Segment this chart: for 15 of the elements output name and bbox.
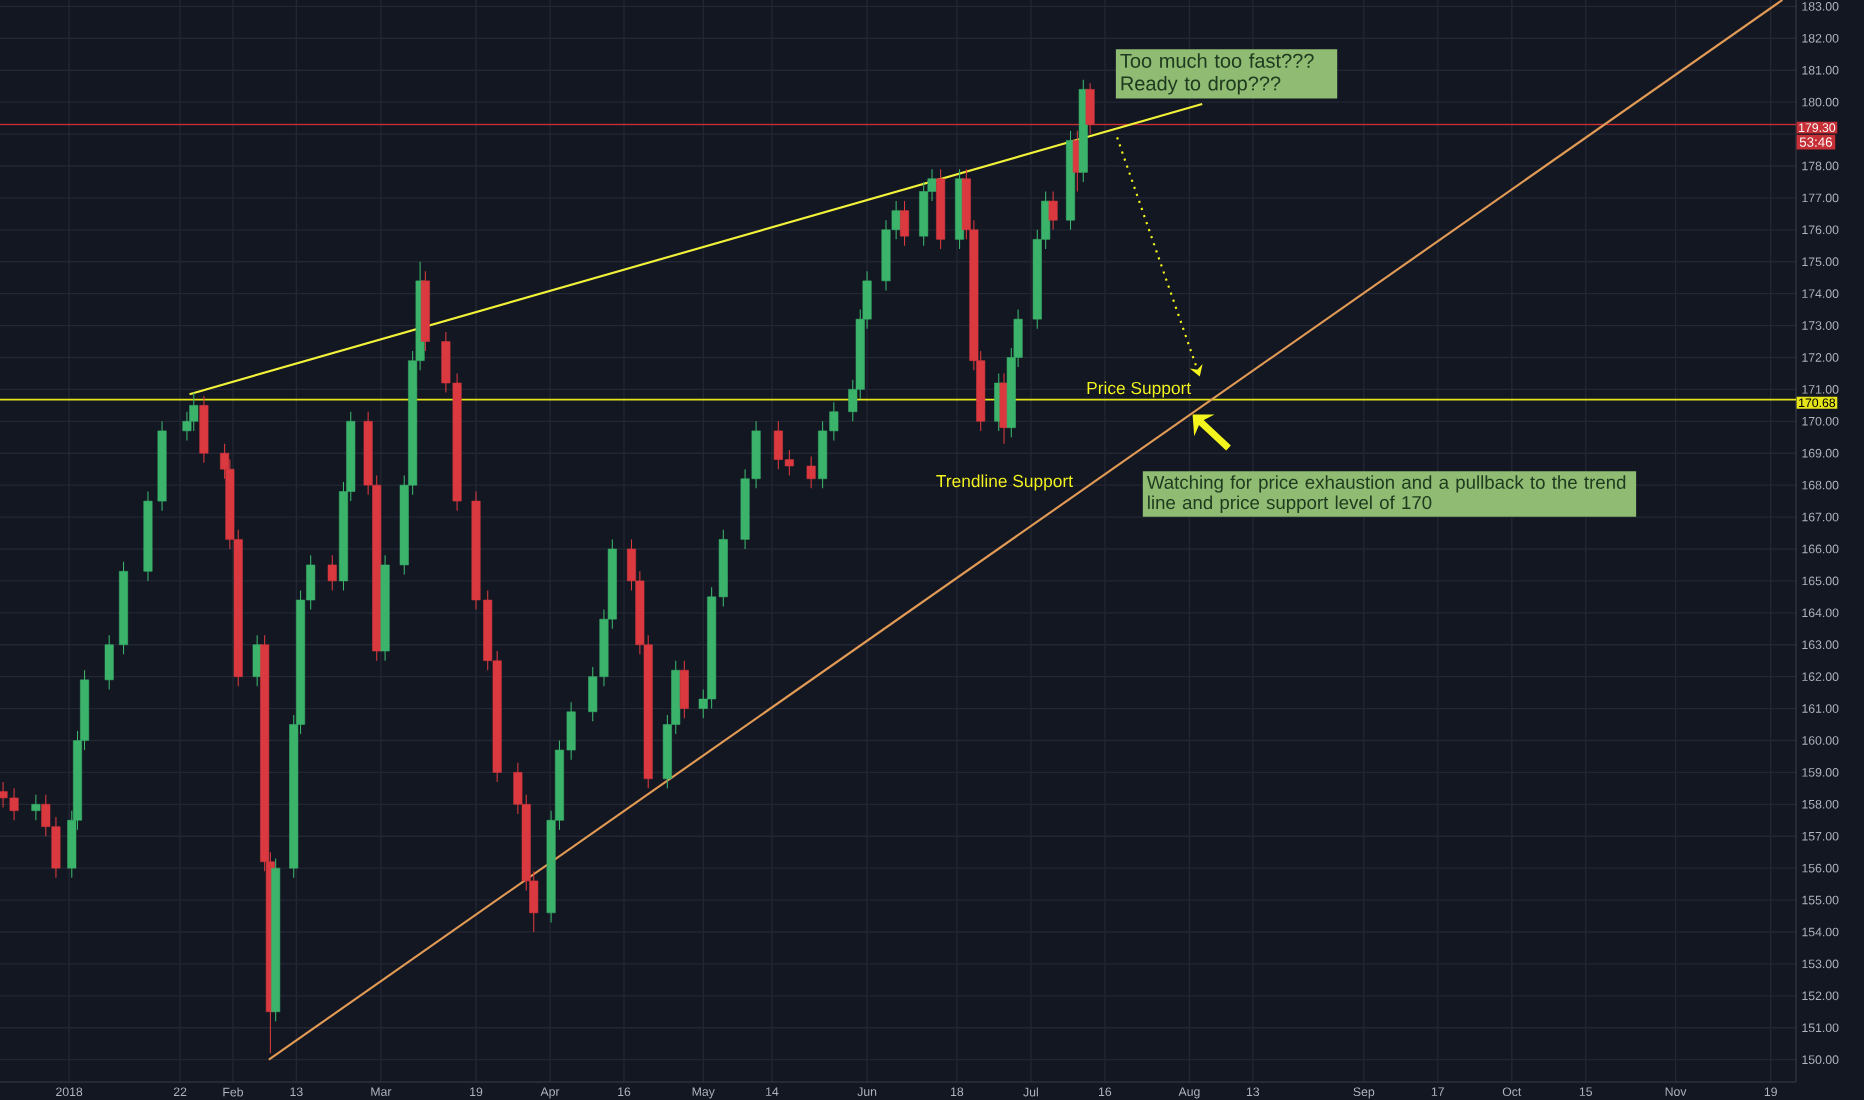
annotation: Watching for price exhaustion and a pullback to the trend line and price support level of 170 xyxy=(1146,475,1626,513)
candlestick xyxy=(199,395,209,464)
candlestick xyxy=(1048,190,1058,231)
candlestick xyxy=(252,634,262,687)
annotation: Too much too fast??? Ready to drop??? xyxy=(1120,53,1314,95)
candlestick xyxy=(31,794,41,821)
candlestick xyxy=(1085,82,1095,135)
annotation: Price Support xyxy=(1087,381,1192,398)
candlestick xyxy=(679,660,689,719)
candlestick xyxy=(806,455,816,489)
annotation: Trendline Support xyxy=(936,474,1073,491)
candlestick xyxy=(189,392,199,432)
candlestick xyxy=(327,554,337,591)
candlestick xyxy=(900,200,910,247)
candlestick xyxy=(104,634,114,690)
